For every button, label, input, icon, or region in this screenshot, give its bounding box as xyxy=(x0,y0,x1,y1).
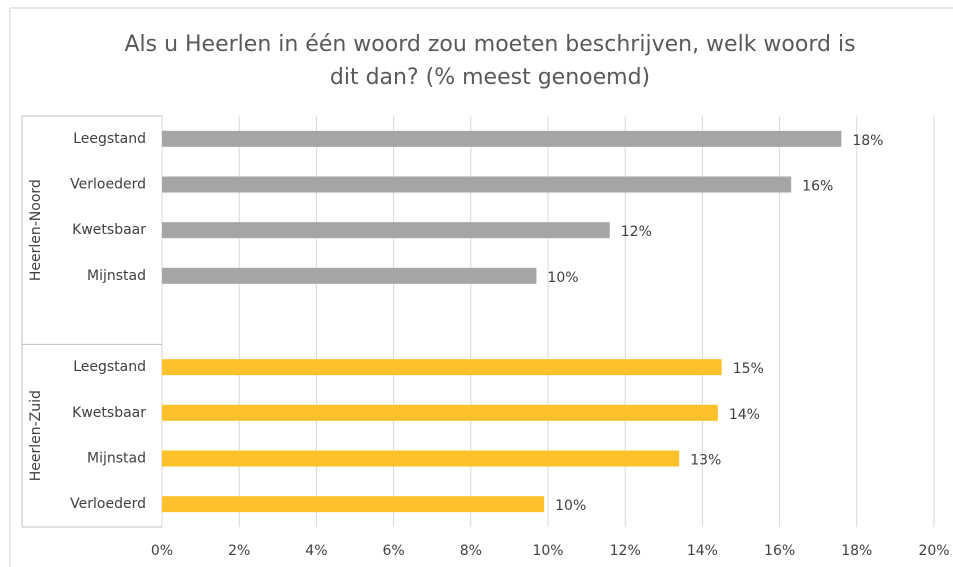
bar xyxy=(162,404,718,421)
bar xyxy=(162,267,537,284)
value-label: 18% xyxy=(852,133,883,149)
category-label: Kwetsbaar xyxy=(72,405,146,421)
value-label: 15% xyxy=(733,361,764,377)
x-tick-label: 12% xyxy=(610,543,641,559)
group-label: Heerlen-Zuid xyxy=(28,390,44,481)
x-tick-label: 16% xyxy=(764,543,795,559)
x-tick-label: 6% xyxy=(382,543,404,559)
x-tick-label: 2% xyxy=(228,543,250,559)
category-label: Mijnstad xyxy=(87,451,146,467)
category-label: Verloederd xyxy=(70,496,146,512)
group-label: Heerlen-Noord xyxy=(28,179,44,281)
x-tick-label: 18% xyxy=(841,543,872,559)
x-tick-label: 14% xyxy=(687,543,718,559)
category-label: Leegstand xyxy=(73,359,146,375)
bar xyxy=(162,222,610,239)
value-label: 14% xyxy=(729,407,760,423)
bar xyxy=(162,450,680,467)
x-tick-label: 0% xyxy=(151,543,173,559)
value-label: 16% xyxy=(802,179,833,195)
bar xyxy=(162,130,842,147)
category-label: Kwetsbaar xyxy=(72,222,146,238)
value-label: 10% xyxy=(555,498,586,514)
value-label: 10% xyxy=(547,270,578,286)
bar xyxy=(162,176,792,193)
value-label: 12% xyxy=(621,224,652,240)
title-line: dit dan? (% meest genoemd) xyxy=(330,65,650,90)
value-label: 13% xyxy=(690,453,721,469)
category-label: Mijnstad xyxy=(87,268,146,284)
x-tick-label: 20% xyxy=(918,543,949,559)
title-line: Als u Heerlen in één woord zou moeten be… xyxy=(124,32,855,57)
bar xyxy=(162,359,722,376)
x-tick-label: 10% xyxy=(532,543,563,559)
x-tick-label: 4% xyxy=(305,543,327,559)
category-label: Verloederd xyxy=(70,177,146,193)
chart-title: Als u Heerlen in één woord zou moeten be… xyxy=(124,32,855,90)
x-tick-label: 8% xyxy=(460,543,482,559)
bar xyxy=(162,496,545,513)
category-label: Leegstand xyxy=(73,131,146,147)
